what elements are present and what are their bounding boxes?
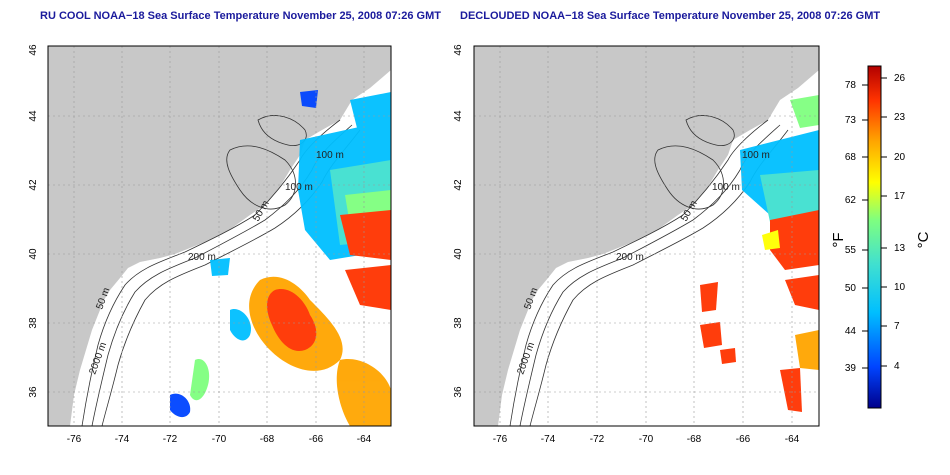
fahrenheit-tick: 68 <box>845 152 857 163</box>
x-tick-label: -64 <box>785 434 800 445</box>
x-tick-label: -68 <box>260 434 275 445</box>
x-tick-label: -70 <box>212 434 227 445</box>
y-tick-label: 44 <box>453 110 464 122</box>
colorbar: 78 73 68 62 55 50 44 39 26 23 20 17 13 1… <box>830 65 932 409</box>
x-tick-label: -76 <box>67 434 82 445</box>
contour-label: 100 m <box>712 182 740 193</box>
fahrenheit-tick: 39 <box>845 363 857 374</box>
fahrenheit-tick: 73 <box>845 115 857 126</box>
celsius-tick: 7 <box>894 321 900 332</box>
fahrenheit-tick: 78 <box>845 80 857 91</box>
celsius-tick: 17 <box>894 191 906 202</box>
x-tick-label: -72 <box>163 434 178 445</box>
x-tick-label: -64 <box>357 434 372 445</box>
y-tick-label: 38 <box>453 317 464 329</box>
contour-label: 200 m <box>616 252 644 263</box>
fahrenheit-tick: 62 <box>845 195 857 206</box>
x-tick-label: -70 <box>639 434 654 445</box>
contour-label: 100 m <box>285 182 313 193</box>
celsius-tick: 23 <box>894 112 906 123</box>
contour-label: 200 m <box>188 252 216 263</box>
fahrenheit-label: °F <box>830 232 847 247</box>
x-tick-label: -74 <box>115 434 130 445</box>
fahrenheit-tick: 44 <box>845 326 857 337</box>
celsius-tick: 26 <box>894 73 906 84</box>
x-tick-label: -66 <box>736 434 751 445</box>
y-tick-label: 40 <box>28 248 39 260</box>
x-tick-label: -66 <box>309 434 324 445</box>
celsius-tick: 10 <box>894 282 906 293</box>
y-tick-label: 40 <box>453 248 464 260</box>
land-mass <box>48 46 391 426</box>
y-tick-label: 42 <box>28 179 39 191</box>
contour-label: 100 m <box>316 150 344 161</box>
celsius-label: °C <box>915 231 932 248</box>
contour-label: 100 m <box>742 150 770 161</box>
x-tick-label: -76 <box>493 434 508 445</box>
x-tick-label: -74 <box>541 434 556 445</box>
panel-title-declouded: DECLOUDED NOAA−18 Sea Surface Temperatur… <box>460 10 881 22</box>
fahrenheit-tick: 55 <box>845 245 857 256</box>
panel-title-raw: RU COOL NOAA−18 Sea Surface Temperature … <box>40 10 441 22</box>
y-tick-label: 42 <box>453 179 464 191</box>
x-tick-label: -72 <box>590 434 605 445</box>
y-tick-label: 36 <box>28 386 39 398</box>
celsius-tick: 13 <box>894 243 906 254</box>
celsius-tick: 4 <box>894 361 900 372</box>
fahrenheit-tick: 50 <box>845 283 857 294</box>
y-tick-label: 38 <box>28 317 39 329</box>
celsius-tick: 20 <box>894 152 906 163</box>
map-panel-declouded: 100 m 100 m 50 m 200 m 50 m 2000 m -76 -… <box>453 44 820 445</box>
map-panel-raw: 100 m 100 m 50 m 200 m 50 m 2000 m -76 -… <box>28 44 392 445</box>
y-tick-label: 36 <box>453 386 464 398</box>
y-tick-label: 46 <box>453 44 464 56</box>
land-mass <box>474 46 819 426</box>
x-tick-label: -68 <box>687 434 702 445</box>
y-tick-label: 46 <box>28 44 39 56</box>
y-tick-label: 44 <box>28 110 39 122</box>
